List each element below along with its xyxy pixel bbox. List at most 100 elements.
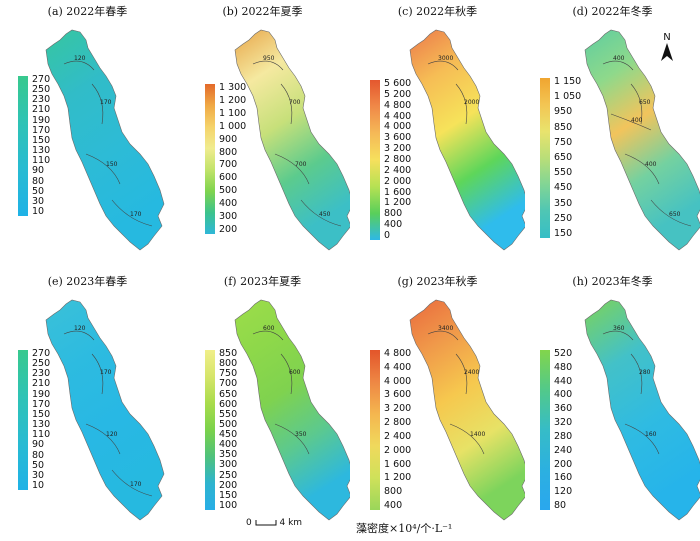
legend-tick-label: 1 600 <box>384 186 412 198</box>
color-legend-f: 850 800 750 700 650 600 550 500 450 400 350 300 250 2… <box>205 349 253 511</box>
contour-label: 700 <box>295 161 307 168</box>
legend-tick-label: 650 <box>554 152 573 163</box>
contour-label: 650 <box>669 211 681 218</box>
legend-tick-label: 150 <box>554 228 573 239</box>
legend-tick-label: 250 <box>32 84 51 96</box>
legend-tick-label: 1 200 <box>219 94 247 106</box>
contour-line <box>280 353 293 395</box>
legend-tick-label: 270 <box>32 74 51 85</box>
legend-tick-label: 2 000 <box>384 175 412 187</box>
legend-tick-label: 2 000 <box>384 444 412 456</box>
legend-tick-label: 130 <box>32 419 51 431</box>
contour-line <box>455 353 468 395</box>
lake-surface <box>584 299 700 521</box>
legend-tick-label: 400 <box>384 500 403 511</box>
legend-tick-label: 4 400 <box>384 110 412 122</box>
lake-surface <box>409 29 525 251</box>
contour-line <box>650 199 692 227</box>
legend-color-bar <box>370 350 380 510</box>
legend-tick-label: 700 <box>219 378 238 390</box>
contour-label: 3400 <box>438 325 453 332</box>
contour-label: 280 <box>639 369 651 376</box>
legend-tick-label: 800 <box>384 486 403 498</box>
lake-map: 950 700 700 450 <box>234 29 350 251</box>
legend-tick-label: 4 800 <box>384 348 412 359</box>
legend-tick-label: 3 200 <box>384 143 412 155</box>
legend-tick-label: 750 <box>219 368 238 380</box>
contour-line <box>610 113 652 131</box>
lake-map: 120 170 120 170 <box>45 299 165 521</box>
legend-tick-label: 1 050 <box>554 91 582 103</box>
contour-label: 350 <box>295 431 307 438</box>
legend-tick-label: 80 <box>32 175 45 187</box>
contour-line <box>624 153 660 185</box>
color-legend-c: 5 600 5 200 4 800 4 400 4 000 3 600 3 200 2 800… <box>370 79 418 241</box>
legend-tick-label: 350 <box>219 449 238 461</box>
scale-bar-icon <box>255 519 277 525</box>
legend-tick-label: 200 <box>219 479 238 491</box>
legend-tick-label: 160 <box>554 472 573 484</box>
legend-tick-label: 10 <box>32 480 45 491</box>
legend-unit: 藻密度×10⁴/个·L⁻¹ <box>356 522 453 535</box>
map-panel-g: (g) 2023年秋季 3400 2400 1400 <box>350 270 525 535</box>
scale-bar: 0 4 km <box>246 518 302 528</box>
contour-label: 450 <box>319 211 331 218</box>
color-legend-e: 270 250 230 210 190 170 150 130 110 90 80 50 30 10 <box>18 349 66 491</box>
contour-line <box>91 353 104 395</box>
legend-tick-label: 80 <box>32 449 45 461</box>
legend-tick-label: 30 <box>32 195 45 207</box>
lake-map: 600 600 350 <box>234 299 350 521</box>
contour-label: 700 <box>289 99 301 106</box>
legend-tick-label: 2 400 <box>384 164 412 176</box>
legend-tick-label: 450 <box>219 429 238 441</box>
scale-distance: 4 km <box>279 518 303 528</box>
contour-line <box>427 330 459 341</box>
legend-tick-label: 0 <box>384 230 391 241</box>
north-arrow: N <box>660 32 674 66</box>
contour-line <box>85 423 121 455</box>
color-legend-b: 1 300 1 200 1 100 1 000 900 800 700 600 500 400 30… <box>205 83 253 235</box>
contour-line <box>274 423 310 455</box>
legend-tick-label: 150 <box>32 134 51 146</box>
contour-label: 400 <box>631 117 643 124</box>
legend-tick-label: 200 <box>554 458 573 470</box>
legend-tick-label: 280 <box>554 430 573 442</box>
legend-tick-label: 4 000 <box>384 375 412 387</box>
legend-tick-label: 110 <box>32 155 51 167</box>
contour-label: 2000 <box>464 99 479 106</box>
legend-tick-label: 400 <box>219 198 238 210</box>
contour-label: 400 <box>613 55 625 62</box>
map-panel-d: (d) 2022年冬季 400 650 400 650 400 <box>525 0 700 265</box>
legend-tick-label: 850 <box>554 121 573 133</box>
legend-tick-label: 2 400 <box>384 430 412 442</box>
contour-line <box>111 469 153 497</box>
lake-map: 3000 2000 <box>409 29 525 251</box>
legend-tick-label: 4 800 <box>384 99 412 111</box>
map-panel-c: (c) 2022年秋季 3000 2000 <box>350 0 525 265</box>
contour-label: 150 <box>106 161 118 168</box>
legend-tick-label: 200 <box>219 224 238 235</box>
contour-line <box>280 83 293 125</box>
legend-tick-label: 90 <box>32 439 45 451</box>
panel-title: (a) 2022年春季 <box>47 5 128 18</box>
legend-tick-label: 300 <box>219 459 238 471</box>
contour-label: 400 <box>645 161 657 168</box>
contour-line <box>300 199 342 227</box>
legend-tick-label: 4 000 <box>384 121 412 133</box>
legend-tick-label: 5 200 <box>384 88 412 100</box>
contour-label: 3000 <box>438 55 453 62</box>
legend-tick-label: 1 600 <box>384 458 412 470</box>
legend-color-bar <box>18 76 28 216</box>
map-panel-e: (e) 2023年春季 120 170 120 170 <box>0 270 175 535</box>
legend-tick-label: 650 <box>219 388 238 400</box>
legend-tick-label: 480 <box>554 361 573 373</box>
contour-line <box>630 83 643 125</box>
legend-tick-label: 50 <box>32 185 45 197</box>
legend-tick-label: 240 <box>554 444 573 456</box>
panel-title: (e) 2023年春季 <box>47 275 128 288</box>
legend-tick-label: 800 <box>219 146 238 158</box>
legend-tick-label: 520 <box>554 348 573 359</box>
legend-tick-label: 3 200 <box>384 403 412 415</box>
contour-label: 170 <box>100 369 112 376</box>
legend-tick-label: 320 <box>554 417 573 429</box>
